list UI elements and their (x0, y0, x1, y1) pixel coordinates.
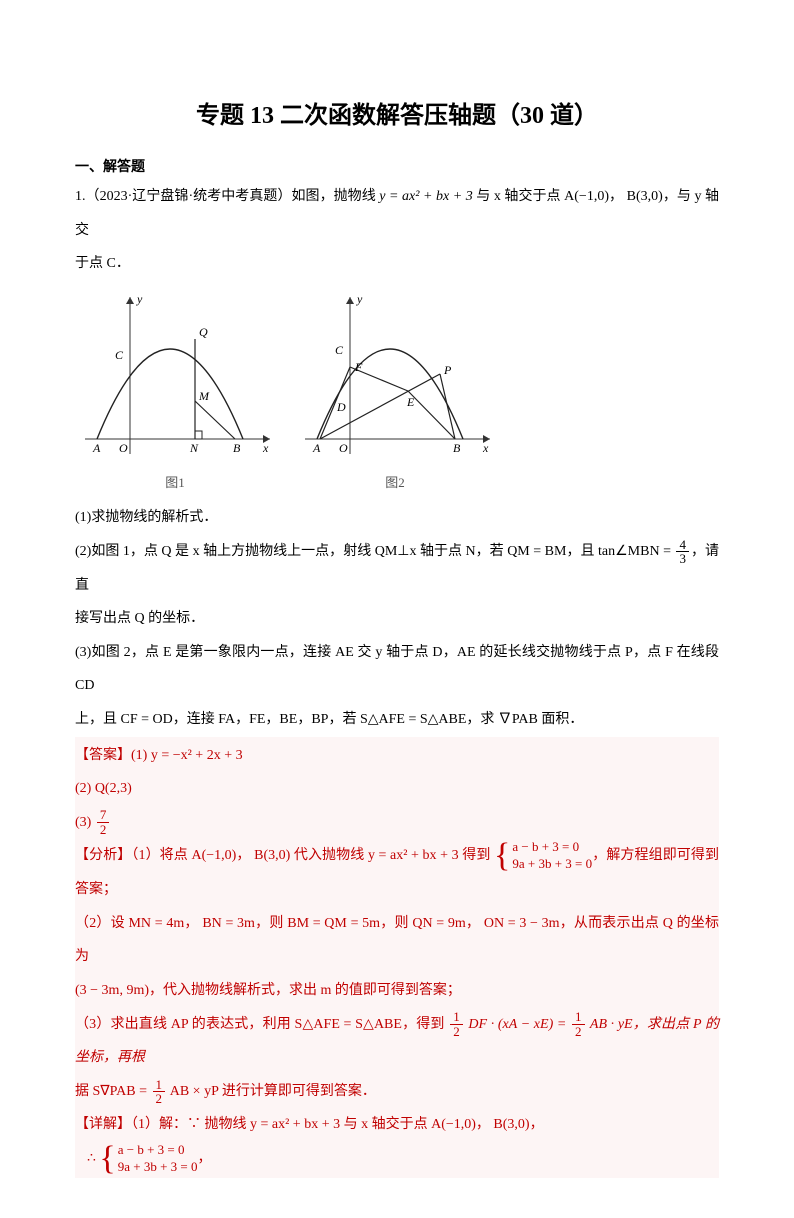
frac-half-2: 12 (572, 1010, 585, 1038)
q1-p2a: (2)如图 1，点 Q 是 x 轴上方抛物线上一点，射线 QM⊥x 轴于点 N，… (75, 544, 674, 559)
svg-text:C: C (335, 343, 344, 357)
h3d: 2 (153, 1092, 166, 1106)
figure-2-label: 图2 (295, 469, 495, 498)
sys1-r2: 9a + 3b + 3 = 0 (512, 856, 592, 871)
detail-1: 【详解】（1）解：∵ 抛物线 y = ax² + bx + 3 与 x 轴交于点… (75, 1108, 719, 1142)
svg-text:O: O (339, 441, 348, 455)
page-title: 专题 13 二次函数解答压轴题（30 道） (75, 90, 719, 143)
figures-row: A O N B C Q M x y 图1 A O B C F (75, 289, 719, 498)
frac-d: 3 (676, 552, 689, 566)
section-heading: 一、解答题 (75, 155, 719, 180)
frac-n: 4 (676, 538, 689, 553)
frac-7-2: 72 (97, 808, 110, 836)
figure-1-wrap: A O N B C Q M x y 图1 (75, 289, 275, 498)
an-a: 【分析】（1）将点 A(−1,0)， B(3,0) 代入抛物线 y = ax² … (75, 849, 494, 864)
answer-1: 【答案】(1) y = −x² + 2x + 3 (75, 739, 719, 773)
system-1: {a − b + 3 = 09a + 3b + 3 = 0 (494, 839, 592, 873)
svg-text:y: y (356, 292, 363, 306)
q1-formula: y = ax² + bx + 3 (379, 189, 472, 204)
det-a: 【详解】（1）解：∵ 抛物线 y = ax² + bx + 3 与 x 轴交于点… (75, 1117, 544, 1132)
frac-half-3: 12 (153, 1078, 166, 1106)
svg-text:y: y (136, 292, 143, 306)
q1-part3-line1: (3)如图 2，点 E 是第一象限内一点，连接 AE 交 y 轴于点 D，AE … (75, 636, 719, 703)
answers-block: 【答案】(1) y = −x² + 2x + 3 (2) Q(2,3) (3) … (75, 737, 719, 1179)
svg-text:M: M (198, 389, 210, 403)
answer-2: (2) Q(2,3) (75, 772, 719, 806)
h2n: 1 (572, 1010, 585, 1025)
analysis-2b: (3 − 3m, 9m)，代入抛物线解析式，求出 m 的值即可得到答案； (75, 974, 719, 1008)
svg-text:D: D (336, 400, 346, 414)
analysis-3a: （3）求出直线 AP 的表达式，利用 S△AFE = S△ABE，得到 12 D… (75, 1008, 719, 1075)
h1n: 1 (450, 1010, 463, 1025)
svg-text:N: N (189, 441, 199, 455)
analysis-2a: （2）设 MN = 4m， BN = 3m，则 BM = QM = 5m，则 Q… (75, 907, 719, 974)
sys2-r1: a − b + 3 = 0 (118, 1142, 185, 1157)
sys2-r2: 9a + 3b + 3 = 0 (118, 1159, 198, 1174)
figure-2-wrap: A O B C F D E P x y 图2 (295, 289, 495, 498)
svg-text:C: C (115, 348, 124, 362)
sys1-r1: a − b + 3 = 0 (512, 839, 579, 854)
q1-part3-line2: 上，且 CF = OD，连接 FA，FE，BE，BP，若 S△AFE = S△A… (75, 703, 719, 737)
svg-text:B: B (233, 441, 241, 455)
a3-d: 2 (97, 823, 110, 837)
detail-sys: ∴ {a − b + 3 = 09a + 3b + 3 = 0， (75, 1142, 719, 1176)
q1-part2-line2: 接写出点 Q 的坐标． (75, 602, 719, 636)
svg-text:x: x (482, 441, 489, 455)
a3-n: 7 (97, 808, 110, 823)
q1-part2-line1: (2)如图 1，点 Q 是 x 轴上方抛物线上一点，射线 QM⊥x 轴于点 N，… (75, 535, 719, 602)
system-2: {a − b + 3 = 09a + 3b + 3 = 0 (99, 1142, 197, 1176)
q1-stem-line1: 1.（2023·辽宁盘锦·统考中考真题）如图，抛物线 y = ax² + bx … (75, 180, 719, 247)
frac-half-1: 12 (450, 1010, 463, 1038)
an3-mid1: DF · (xA − xE) = (465, 1017, 570, 1032)
det-post: ， (198, 1151, 212, 1166)
q1-stem-a: 1.（2023·辽宁盘锦·统考中考真题）如图，抛物线 (75, 189, 379, 204)
svg-text:F: F (354, 360, 363, 374)
an3b-pre: 据 S∇PAB = (75, 1084, 151, 1099)
svg-text:E: E (406, 395, 415, 409)
frac-4-3: 43 (676, 538, 689, 566)
svg-text:Q: Q (199, 325, 208, 339)
svg-text:B: B (453, 441, 461, 455)
a3-pre: (3) (75, 815, 95, 830)
an3b-post: AB × yP 进行计算即可得到答案． (167, 1084, 376, 1099)
analysis-3b: 据 S∇PAB = 12 AB × yP 进行计算即可得到答案． (75, 1075, 719, 1109)
svg-text:A: A (312, 441, 321, 455)
svg-text:x: x (262, 441, 269, 455)
svg-text:P: P (443, 363, 452, 377)
analysis-1: 【分析】（1）将点 A(−1,0)， B(3,0) 代入抛物线 y = ax² … (75, 839, 719, 907)
svg-text:O: O (119, 441, 128, 455)
q1-part1: (1)求抛物线的解析式． (75, 501, 719, 535)
q1-stem-line2: 于点 C． (75, 247, 719, 281)
answer-3: (3) 72 (75, 806, 719, 840)
an3a: （3）求出直线 AP 的表达式，利用 S△AFE = S△ABE，得到 (75, 1017, 448, 1032)
h1d: 2 (450, 1025, 463, 1039)
h3n: 1 (153, 1078, 166, 1093)
figure-2: A O B C F D E P x y (295, 289, 495, 469)
h2d: 2 (572, 1025, 585, 1039)
figure-1: A O N B C Q M x y (75, 289, 275, 469)
svg-text:A: A (92, 441, 101, 455)
figure-1-label: 图1 (75, 469, 275, 498)
